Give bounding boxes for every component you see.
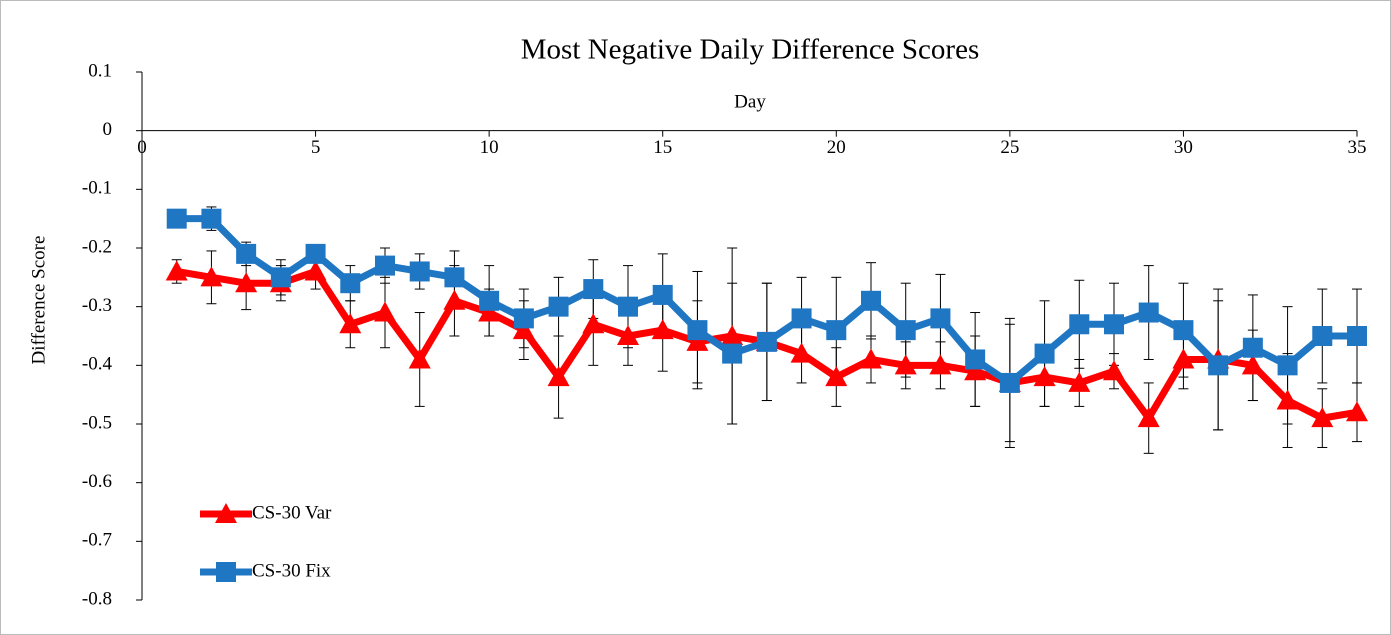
data-point: [895, 320, 916, 341]
data-point: [999, 372, 1020, 393]
data-point: [548, 296, 569, 317]
data-point: [791, 308, 812, 329]
data-point: [860, 348, 882, 369]
data-point: [236, 243, 257, 264]
data-point: [339, 313, 362, 334]
y-tick-label: -0.2: [82, 236, 112, 257]
x-tick-label: 0: [137, 137, 147, 158]
data-point: [583, 279, 604, 300]
data-point: [305, 243, 326, 264]
data-point: [861, 290, 881, 311]
data-point: [166, 208, 187, 229]
data-point: [444, 267, 465, 288]
data-point: [340, 273, 361, 294]
data-point: [721, 325, 744, 345]
data-point: [929, 354, 952, 375]
data-point: [304, 260, 327, 281]
x-tick-label: 5: [311, 137, 321, 158]
x-tick-label: 25: [1000, 137, 1019, 158]
data-point: [1347, 326, 1367, 346]
data-point: [618, 296, 638, 317]
data-point: [409, 261, 430, 282]
data-point: [722, 343, 743, 364]
data-point: [201, 208, 222, 229]
data-point: [1138, 302, 1159, 323]
chart-title: Most Negative Daily Difference Scores: [521, 34, 979, 66]
data-point: [443, 289, 466, 310]
y-tick-label: -0.7: [82, 530, 112, 551]
data-point: [1033, 366, 1056, 387]
y-tick-label: -0.4: [82, 354, 113, 375]
data-point: [652, 284, 673, 305]
data-point: [930, 308, 951, 329]
data-point: [756, 331, 777, 352]
data-point: [1277, 355, 1298, 376]
data-point: [686, 330, 709, 351]
x-tick-label: 30: [1174, 137, 1193, 158]
data-point: [375, 255, 395, 276]
data-point: [1104, 314, 1124, 335]
data-point: [582, 313, 605, 334]
y-tick-label: -0.5: [82, 412, 112, 433]
x-tick-label: 35: [1348, 137, 1367, 158]
y-tick-label: -0.3: [82, 295, 112, 316]
x-tick-label: 10: [480, 137, 499, 158]
data-point: [617, 325, 639, 345]
data-point: [894, 354, 917, 375]
data-point: [964, 360, 987, 381]
data-point: [1137, 407, 1160, 428]
legend-label: CS-30 Fix: [252, 560, 331, 581]
data-point: [651, 319, 674, 340]
data-point: [479, 290, 500, 311]
data-point: [825, 366, 848, 387]
y-tick-label: -0.6: [82, 471, 112, 492]
data-point: [1312, 326, 1333, 346]
data-point: [1069, 314, 1090, 335]
data-point: [1172, 348, 1195, 369]
data-point: [165, 260, 188, 281]
x-axis-label: Day: [734, 91, 766, 112]
data-point: [513, 308, 534, 329]
data-point: [1034, 343, 1055, 364]
data-point: [1276, 389, 1299, 410]
data-point: [965, 349, 986, 370]
x-tick-label: 20: [827, 137, 846, 158]
data-point: [1241, 354, 1264, 375]
y-tick-label: 0.1: [88, 60, 112, 81]
data-point: [200, 266, 223, 287]
y-tick-label: -0.8: [82, 588, 112, 609]
data-point: [687, 320, 708, 341]
data-point: [374, 301, 396, 322]
y-tick-label: -0.1: [82, 178, 112, 199]
legend-label: CS-30 Var: [252, 502, 332, 523]
data-point: [235, 272, 258, 293]
data-point: [1103, 360, 1125, 381]
data-point: [408, 348, 431, 369]
data-point: [512, 319, 535, 340]
data-point: [1346, 401, 1368, 422]
data-point: [547, 366, 570, 387]
data-point: [1242, 337, 1263, 358]
data-point: [1208, 355, 1229, 376]
data-point: [478, 301, 501, 322]
y-tick-label: 0: [103, 119, 113, 140]
data-point: [1068, 371, 1091, 392]
data-point: [270, 267, 291, 288]
data-point: [1311, 407, 1334, 428]
y-axis-label: Difference Score: [28, 236, 49, 365]
legend-marker: [215, 503, 237, 523]
data-point: [1173, 320, 1194, 341]
data-point: [790, 342, 813, 363]
data-point: [826, 320, 847, 341]
x-tick-label: 15: [653, 137, 672, 158]
legend-marker: [216, 562, 236, 582]
